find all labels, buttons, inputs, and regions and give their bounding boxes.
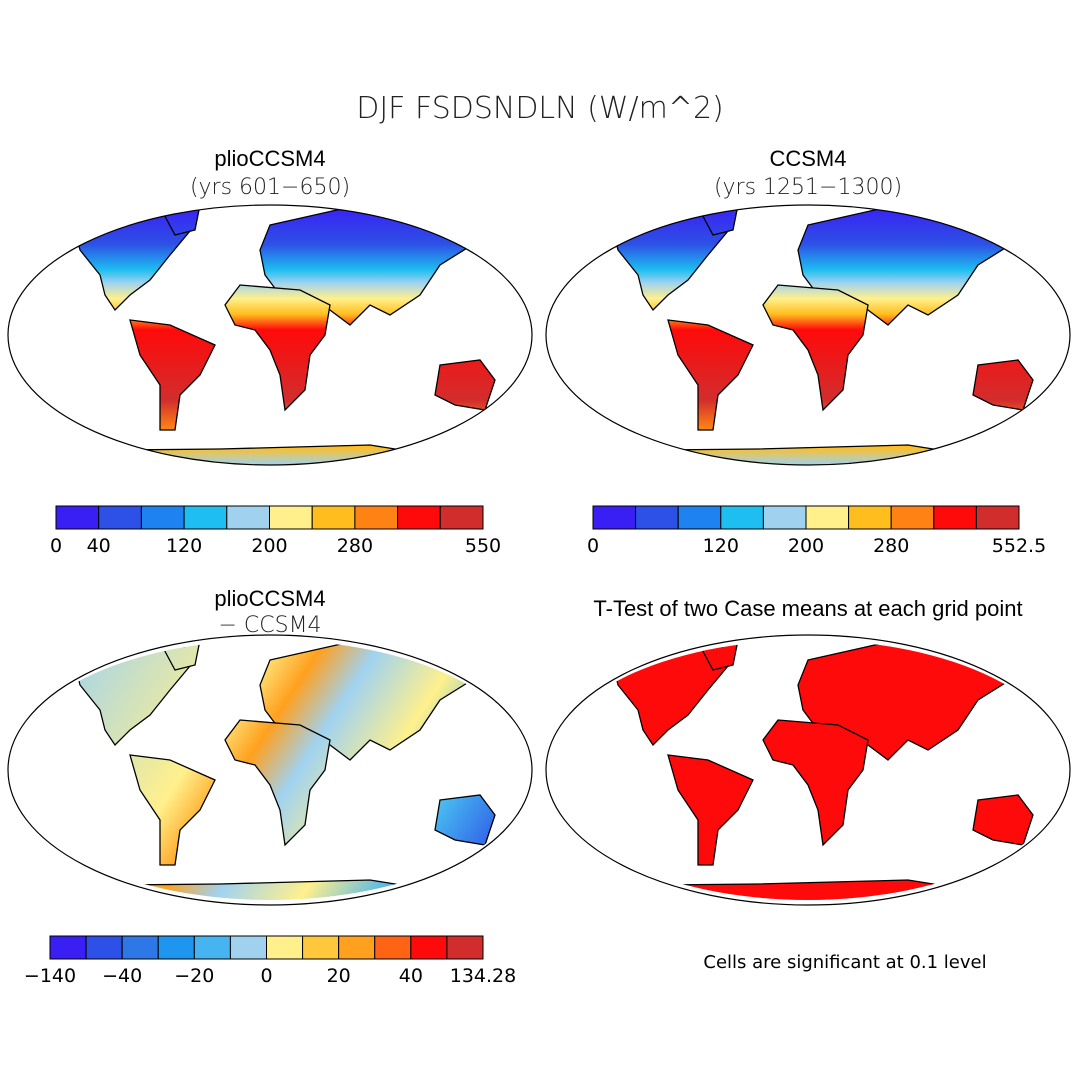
colorbar-box	[677, 505, 722, 530]
colorbar-box	[635, 505, 679, 530]
panel-subtitle: (yrs 601−650)	[190, 175, 350, 200]
colorbar-box	[85, 935, 123, 960]
colorbar-label: 134.28	[450, 965, 516, 987]
panel-subtitle: − CCSM4	[218, 613, 321, 638]
colorbar-box	[302, 935, 340, 960]
colorbar-label: 0	[260, 965, 272, 987]
colorbar-label: 120	[166, 535, 202, 557]
colorbar-box	[720, 505, 764, 530]
colorbar-box	[397, 505, 441, 530]
colorbar-box	[98, 505, 142, 530]
colorbar-box	[229, 935, 268, 960]
colorbar-label: 0	[587, 535, 599, 557]
colorbar-label: 280	[873, 535, 909, 557]
colorbar-box	[157, 935, 195, 960]
colorbar-label: 552.5	[992, 535, 1046, 557]
colorbar-label: 550	[465, 535, 501, 557]
colorbar-box	[805, 505, 850, 530]
map	[7, 634, 533, 906]
colorbar-box	[446, 935, 484, 960]
colorbar-box	[338, 935, 376, 960]
panel-subtitle: (yrs 1251−1300)	[714, 175, 902, 200]
colorbar-box	[439, 505, 484, 530]
colorbar-box	[311, 505, 356, 530]
colorbar-box	[49, 935, 87, 960]
colorbar-box	[269, 505, 313, 530]
panel-title: CCSM4	[769, 146, 846, 171]
colorbar-label: 40	[87, 535, 111, 557]
colorbar-box	[975, 505, 1020, 530]
colorbar-box	[762, 505, 807, 530]
colorbar-box	[592, 505, 637, 530]
colorbar-box	[193, 935, 231, 960]
map	[7, 204, 533, 466]
colorbar-box	[933, 505, 977, 530]
colorbar-label: 20	[327, 965, 351, 987]
panel-title: plioCCSM4	[214, 146, 325, 171]
colorbar-label: −140	[24, 965, 76, 987]
colorbar-box	[890, 505, 935, 530]
colorbar-label: 40	[399, 965, 423, 987]
colorbar-label: 200	[251, 535, 287, 557]
colorbar-box	[226, 505, 271, 530]
colorbar-box	[374, 935, 412, 960]
note: Cells are significant at 0.1 level	[703, 952, 986, 973]
colorbar-label: 280	[337, 535, 373, 557]
colorbar-label: −40	[102, 965, 142, 987]
panel-title: T-Test of two Case means at each grid po…	[593, 596, 1022, 621]
map	[545, 204, 1071, 466]
figure-title: DJF FSDSNDLN (W/m^2)	[356, 91, 724, 126]
colorbar-label: 0	[50, 535, 62, 557]
map	[545, 634, 1071, 906]
colorbar-label: 200	[788, 535, 824, 557]
colorbar-box	[121, 935, 159, 960]
colorbar-label: −20	[174, 965, 214, 987]
colorbar-box	[354, 505, 399, 530]
colorbar-box	[140, 505, 185, 530]
colorbar-box	[55, 505, 100, 530]
colorbar-box	[410, 935, 448, 960]
colorbar-box	[848, 505, 892, 530]
colorbar-box	[183, 505, 228, 530]
colorbar-label: 120	[703, 535, 739, 557]
colorbar-box	[266, 935, 304, 960]
panel-title: plioCCSM4	[214, 586, 325, 611]
